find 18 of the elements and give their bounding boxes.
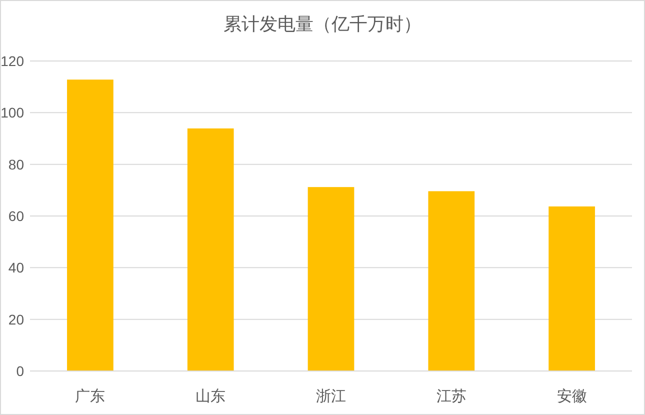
y-tick-label: 60 <box>8 208 24 224</box>
y-tick-label: 20 <box>8 311 24 328</box>
bar <box>67 80 114 371</box>
y-tick-label: 120 <box>0 53 24 69</box>
chart-title: 累计发电量（亿千万时） <box>224 14 422 34</box>
bar <box>308 187 354 371</box>
x-tick-label: 浙江 <box>316 388 346 405</box>
y-tick-label: 0 <box>16 363 24 379</box>
x-tick-label: 安徽 <box>556 388 587 405</box>
y-tick-label: 40 <box>8 260 24 276</box>
y-tick-label: 100 <box>0 104 24 121</box>
bar <box>187 128 234 371</box>
bar <box>428 191 475 371</box>
x-tick-label: 江苏 <box>436 388 466 405</box>
x-tick-label: 山东 <box>196 388 226 405</box>
x-tick-label: 广东 <box>75 388 106 405</box>
y-tick-label: 80 <box>8 156 24 172</box>
bar <box>548 206 595 371</box>
